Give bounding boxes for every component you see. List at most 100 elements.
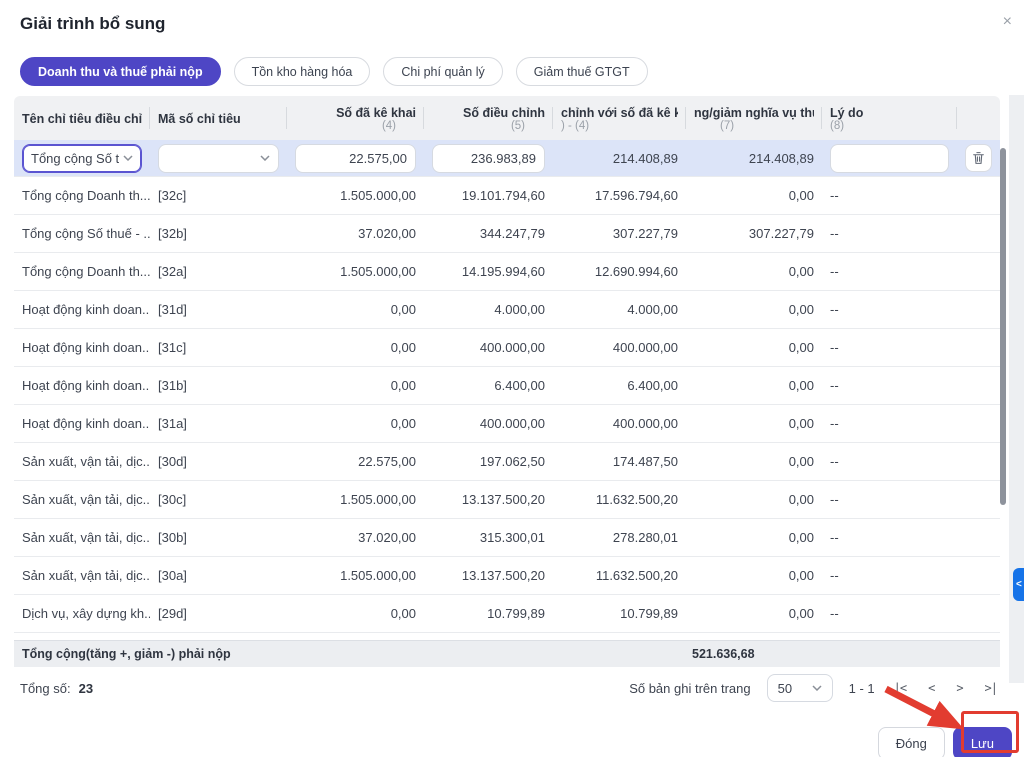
row-adjusted-amount: 13.137.500,20 — [461, 492, 545, 507]
diff-value: 214.408,89 — [612, 150, 678, 166]
row-tax-change-amount: 0,00 — [788, 188, 814, 203]
row-reason: -- — [830, 264, 839, 279]
row-diff-amount: 174.487,50 — [612, 454, 678, 469]
row-diff-amount: 12.690.994,60 — [594, 264, 678, 279]
row-declared-amount: 37.020,00 — [358, 226, 416, 241]
row-tax-change-amount: 0,00 — [788, 606, 814, 621]
row-criteria-code: [30a] — [158, 568, 187, 583]
first-page-icon[interactable]: |< — [893, 681, 907, 695]
table-row[interactable]: Hoạt động kinh doan... [31a] 0,00 400.00… — [14, 405, 1000, 443]
criteria-code-select[interactable] — [158, 143, 279, 173]
table-row[interactable]: Dịch vụ, xây dựng kh... [29d] 0,00 10.79… — [14, 595, 1000, 633]
row-reason: -- — [830, 188, 839, 203]
close-icon[interactable]: × — [1002, 13, 1012, 30]
tab-bar: Doanh thu và thuế phải nộp Tồn kho hàng … — [0, 44, 1024, 96]
prev-page-icon[interactable]: < — [928, 681, 935, 695]
row-diff-amount: 11.632.500,20 — [595, 492, 678, 507]
row-criteria-code: [32a] — [158, 264, 187, 279]
per-page-select[interactable]: 50 — [766, 674, 833, 702]
row-criteria-name: Sản xuất, vận tải, dịc... — [22, 568, 150, 583]
table-row[interactable]: Sản xuất, vận tải, dịc... [30d] 22.575,0… — [14, 443, 1000, 481]
table-row[interactable]: Tổng cộng Doanh th... [32c] 1.505.000,00… — [14, 177, 1000, 215]
adjusted-amount-input[interactable]: 236.983,89 — [432, 143, 545, 173]
dialog-header: Giải trình bổ sung × — [0, 0, 1024, 44]
page-right-gutter — [1009, 95, 1024, 683]
row-criteria-name: Tổng cộng Số thuế - ... — [22, 226, 150, 241]
row-reason: -- — [830, 340, 839, 355]
row-reason: -- — [830, 378, 839, 393]
row-criteria-code: [30c] — [158, 492, 187, 507]
tab-giam-thue[interactable]: Giảm thuế GTGT — [515, 57, 648, 86]
table-row[interactable]: Hoạt động kinh doan... [31d] 0,00 4.000,… — [14, 291, 1000, 329]
row-criteria-code: [31d] — [158, 302, 187, 317]
row-adjusted-amount: 10.799,89 — [487, 606, 545, 621]
tab-chi-phi[interactable]: Chi phí quản lý — [383, 57, 503, 86]
per-page-label: Số bản ghi trên trang — [629, 680, 751, 696]
total-records-count: 23 — [78, 680, 94, 696]
table-row[interactable]: Sản xuất, vận tải, dịc... [30b] 37.020,0… — [14, 519, 1000, 557]
total-label: Tổng cộng(tăng +, giảm -) phải nộp — [22, 647, 231, 661]
table-row[interactable]: Hoạt động kinh doan... [31b] 0,00 6.400,… — [14, 367, 1000, 405]
delete-row-button[interactable] — [965, 144, 992, 172]
row-declared-amount: 1.505.000,00 — [340, 264, 416, 279]
criteria-name-select[interactable]: Tổng cộng Số th — [22, 143, 142, 173]
row-reason: -- — [830, 606, 839, 621]
row-tax-change-amount: 0,00 — [788, 264, 814, 279]
col-header-so-da-ke-khai: Số đã kê khai (4) — [287, 96, 424, 140]
row-tax-change-amount: 0,00 — [788, 340, 814, 355]
row-diff-amount: 17.596.794,60 — [594, 188, 678, 203]
row-criteria-name: Sản xuất, vận tải, dịc... — [22, 530, 150, 545]
table-rows: Tổng cộng Doanh th... [32c] 1.505.000,00… — [14, 177, 1000, 633]
table-row[interactable]: Tổng cộng Số thuế - ... [32b] 37.020,00 … — [14, 215, 1000, 253]
row-tax-change-amount: 0,00 — [788, 454, 814, 469]
save-button[interactable]: Lưu — [952, 727, 1012, 757]
row-reason: -- — [830, 492, 839, 507]
row-adjusted-amount: 400.000,00 — [479, 340, 545, 355]
table-row[interactable]: Sản xuất, vận tải, dịc... [30c] 1.505.00… — [14, 481, 1000, 519]
row-adjusted-amount: 19.101.794,60 — [461, 188, 545, 203]
reason-input[interactable] — [830, 143, 949, 173]
table-scrollbar[interactable] — [1000, 148, 1006, 505]
total-value: 521.636,68 — [692, 647, 755, 661]
last-page-icon[interactable]: >| — [984, 681, 998, 695]
row-adjusted-amount: 400.000,00 — [479, 416, 545, 431]
declared-amount-input[interactable]: 22.575,00 — [295, 143, 416, 173]
table-header-row: Tên chỉ tiêu điều chỉnh Mã số chỉ tiêu S… — [14, 96, 1000, 140]
row-criteria-name: Hoạt động kinh doan... — [22, 378, 150, 393]
row-diff-amount: 307.227,79 — [612, 226, 678, 241]
row-diff-amount: 400.000,00 — [612, 340, 678, 355]
col-header-chenh-lech: chỉnh với số đã kê khai ) - (4) — [553, 96, 686, 140]
page-title: Giải trình bổ sung — [20, 14, 166, 33]
row-declared-amount: 0,00 — [390, 302, 416, 317]
edit-row: Tổng cộng Số th 22.575,00 236.983,89 214… — [14, 140, 1000, 177]
row-declared-amount: 22.575,00 — [358, 454, 416, 469]
row-declared-amount: 1.505.000,00 — [340, 492, 416, 507]
tab-ton-kho[interactable]: Tồn kho hàng hóa — [233, 57, 371, 86]
row-criteria-code: [31a] — [158, 416, 187, 431]
chevron-left-icon: < — [1016, 579, 1022, 590]
table-row[interactable]: Tổng cộng Doanh th... [32a] 1.505.000,00… — [14, 253, 1000, 291]
close-button[interactable]: Đóng — [877, 727, 945, 757]
row-reason: -- — [830, 416, 839, 431]
table-row[interactable]: Hoạt động kinh doan... [31c] 0,00 400.00… — [14, 329, 1000, 367]
row-diff-amount: 4.000,00 — [627, 302, 678, 317]
row-criteria-name: Hoạt động kinh doan... — [22, 416, 150, 431]
row-criteria-name: Sản xuất, vận tải, dịc... — [22, 454, 150, 469]
row-criteria-name: Tổng cộng Doanh th... — [22, 264, 150, 279]
chevron-down-icon — [812, 685, 822, 691]
table-row[interactable]: Sản xuất, vận tải, dịc... [30a] 1.505.00… — [14, 557, 1000, 595]
row-tax-change-amount: 307.227,79 — [748, 226, 814, 241]
tab-doanh-thu[interactable]: Doanh thu và thuế phải nộp — [20, 57, 221, 86]
col-header-tang-giam-nghia-vu: ng/giảm nghĩa vụ thuế (7) — [686, 96, 822, 140]
next-page-icon[interactable]: > — [956, 681, 963, 695]
row-declared-amount: 0,00 — [390, 340, 416, 355]
row-criteria-name: Tổng cộng Doanh th... — [22, 188, 150, 203]
side-panel-toggle-button[interactable]: < — [1013, 568, 1024, 601]
row-reason: -- — [830, 568, 839, 583]
chevron-down-icon — [123, 155, 133, 161]
page-range: 1 - 1 — [848, 680, 875, 696]
row-criteria-name: Dịch vụ, xây dựng kh... — [22, 606, 150, 621]
row-diff-amount: 11.632.500,20 — [595, 568, 678, 583]
col-header-ten-chi-tieu: Tên chỉ tiêu điều chỉnh — [14, 96, 150, 140]
row-tax-change-amount: 0,00 — [788, 568, 814, 583]
